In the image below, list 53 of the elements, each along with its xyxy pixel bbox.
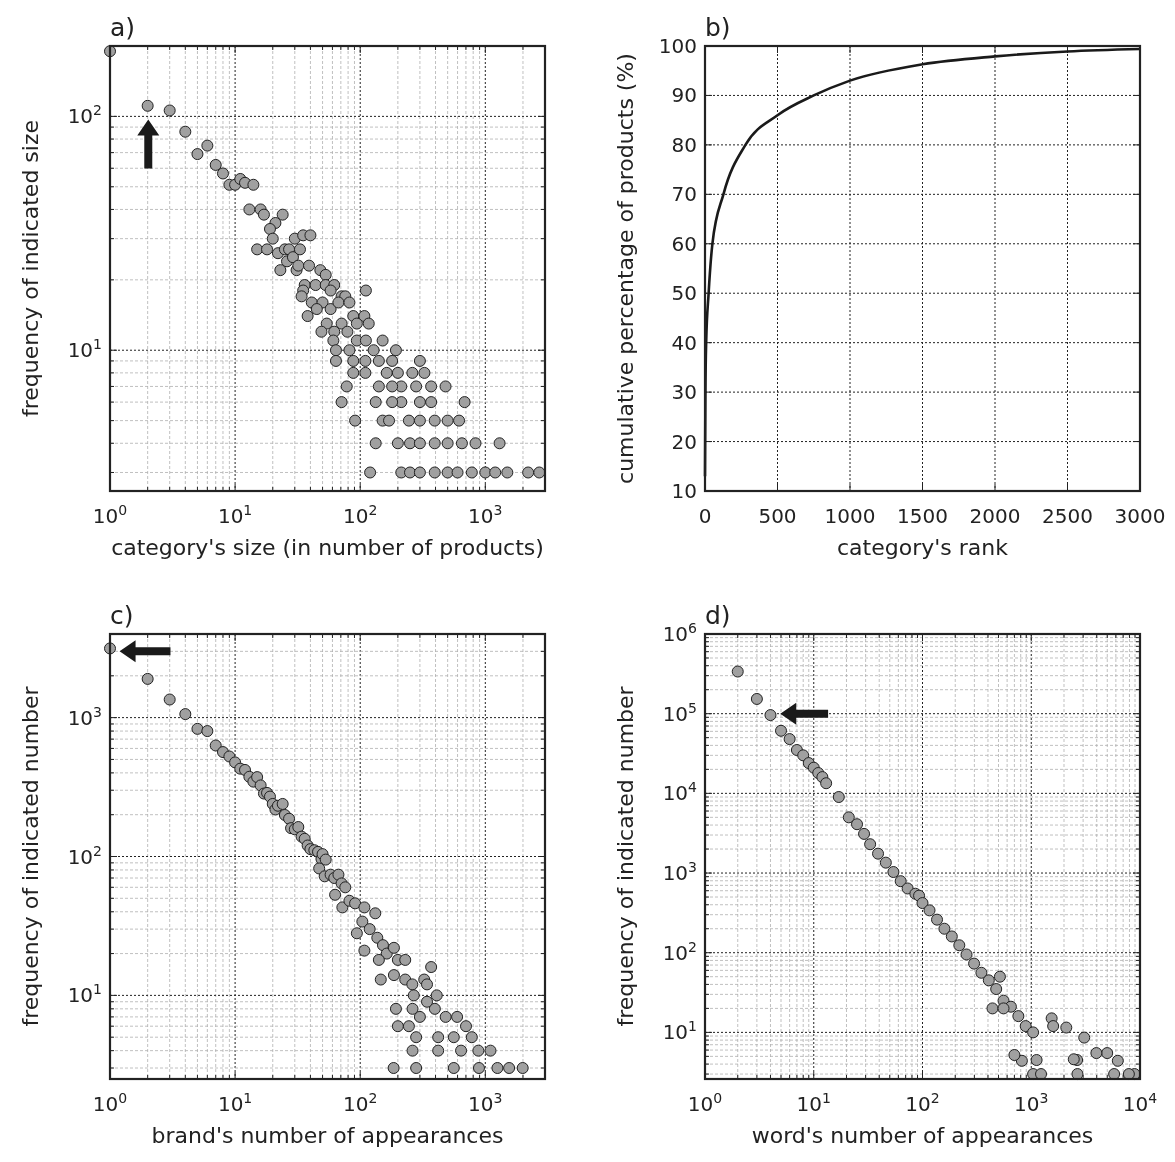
y-tick-label: 10$^{3}$ bbox=[662, 859, 697, 886]
y-tick-label: 10$^{6}$ bbox=[662, 620, 698, 646]
y-tick-label: 40 bbox=[671, 330, 697, 355]
y-axis-title: frequency of indicated number bbox=[613, 685, 638, 1027]
y-tick-label: 100 bbox=[658, 34, 697, 58]
chart-title: c) bbox=[110, 601, 134, 630]
y-tick-label: 10$^{2}$ bbox=[662, 938, 697, 965]
x-tick-label: 10$^{3}$ bbox=[468, 1090, 503, 1116]
x-tick-label: 10$^{3}$ bbox=[468, 502, 503, 528]
x-tick-label: 2000 bbox=[969, 504, 1021, 528]
y-tick-label: 20 bbox=[671, 429, 697, 454]
x-tick-label: 500 bbox=[758, 504, 797, 528]
y-tick-label: 10$^{2}$ bbox=[67, 102, 102, 129]
y-tick-label: 10$^{2}$ bbox=[67, 842, 102, 869]
y-axis-title: frequency of indicated size bbox=[18, 119, 43, 418]
y-tick-label: 50 bbox=[671, 281, 697, 306]
x-axis-title: word's number of appearances bbox=[751, 1123, 1094, 1148]
x-tick-label: 10$^{4}$ bbox=[1122, 1090, 1158, 1116]
chart-title: d) bbox=[705, 601, 731, 630]
x-axis-title: category's rank bbox=[837, 535, 1009, 560]
y-tick-label: 10$^{1}$ bbox=[662, 1018, 697, 1045]
x-tick-label: 0 bbox=[698, 504, 712, 528]
x-axis-title: brand's number of appearances bbox=[151, 1123, 504, 1148]
x-tick-label: 10$^{1}$ bbox=[217, 1090, 253, 1116]
y-tick-label: 60 bbox=[671, 231, 697, 256]
y-tick-label: 90 bbox=[671, 83, 697, 108]
y-tick-label: 80 bbox=[671, 132, 697, 157]
x-axis-title: category's size (in number of products) bbox=[111, 535, 544, 560]
x-tick-label: 2500 bbox=[1042, 504, 1093, 528]
y-axis-title: cumulative percentage of products (%) bbox=[613, 53, 638, 484]
y-tick-label: 10 bbox=[671, 479, 697, 503]
x-tick-label: 10$^{0}$ bbox=[92, 502, 128, 528]
x-tick-label: 10$^{2}$ bbox=[905, 1090, 940, 1116]
x-tick-label: 3000 bbox=[1114, 504, 1166, 528]
y-axis-title: frequency of indicated number bbox=[18, 685, 43, 1027]
y-tick-label: 10$^{4}$ bbox=[662, 779, 698, 806]
x-tick-label: 10$^{1}$ bbox=[796, 1090, 831, 1116]
x-tick-label: 10$^{0}$ bbox=[92, 1090, 128, 1116]
y-tick-label: 30 bbox=[671, 380, 697, 405]
y-tick-label: 10$^{1}$ bbox=[67, 981, 102, 1008]
y-tick-label: 10$^{5}$ bbox=[662, 699, 697, 726]
x-tick-label: 10$^{2}$ bbox=[343, 502, 378, 528]
chart-title: b) bbox=[705, 13, 731, 42]
y-tick-label: 10$^{3}$ bbox=[67, 703, 102, 730]
y-tick-label: 70 bbox=[671, 182, 697, 207]
x-tick-label: 1000 bbox=[824, 504, 876, 528]
x-tick-label: 10$^{2}$ bbox=[343, 1090, 378, 1116]
x-tick-label: 10$^{1}$ bbox=[217, 502, 253, 528]
y-tick-label: 10$^{1}$ bbox=[67, 336, 102, 363]
x-tick-label: 10$^{3}$ bbox=[1014, 1090, 1049, 1116]
chart-title: a) bbox=[110, 13, 136, 42]
x-tick-label: 1500 bbox=[897, 504, 948, 528]
x-tick-label: 10$^{0}$ bbox=[687, 1090, 723, 1116]
